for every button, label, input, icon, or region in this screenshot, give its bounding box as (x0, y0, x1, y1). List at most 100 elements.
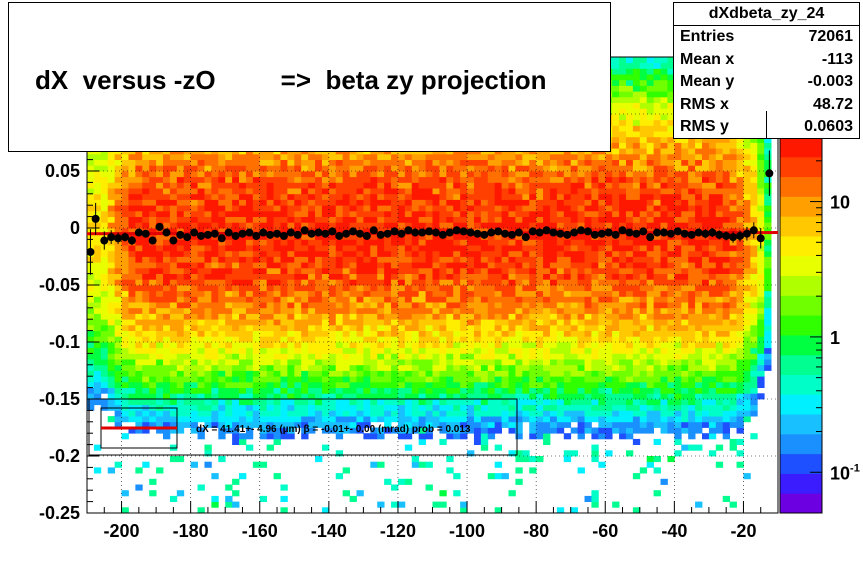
heatmap-cell (349, 313, 357, 320)
heatmap-cell (114, 273, 122, 280)
heatmap-cell (93, 153, 102, 160)
heatmap-cell (218, 342, 226, 349)
heatmap-cell (100, 250, 109, 257)
heatmap-cell (204, 416, 212, 423)
heatmap-cell (529, 416, 537, 423)
heatmap-cell (183, 313, 192, 320)
heatmap-cell (584, 273, 592, 280)
heatmap-cell (515, 210, 523, 217)
heatmap-cell (211, 336, 219, 343)
heatmap-cell (411, 376, 420, 383)
heatmap-cell (121, 216, 129, 223)
heatmap-cell (563, 433, 572, 440)
heatmap-cell (536, 456, 544, 463)
heatmap-cell (349, 376, 357, 383)
heatmap-cell (391, 387, 399, 394)
heatmap-cell (529, 182, 537, 189)
heatmap-cell (446, 342, 454, 349)
heatmap-cell (404, 256, 413, 263)
heatmap-cell (294, 165, 302, 172)
heatmap-cell (259, 393, 268, 400)
heatmap-cell (404, 444, 413, 451)
heatmap-cell (114, 279, 122, 286)
heatmap-cell (183, 307, 192, 314)
heatmap-cell (536, 216, 544, 223)
heatmap-cell (259, 399, 268, 406)
heatmap-cell (543, 182, 551, 189)
heatmap-cell (259, 256, 268, 263)
heatmap-cell (480, 313, 489, 320)
heatmap-cell (418, 302, 426, 309)
heatmap-cell (156, 370, 164, 377)
heatmap-cell (204, 342, 212, 349)
heatmap-cell (287, 433, 295, 440)
heatmap-cell (508, 490, 516, 497)
heatmap-cell (225, 404, 233, 411)
heatmap-cell (183, 353, 192, 360)
heatmap-cell (556, 193, 565, 200)
heatmap-cell (321, 176, 330, 183)
heatmap-cell (121, 273, 129, 280)
heatmap-cell (107, 222, 116, 229)
heatmap-cell (232, 364, 240, 371)
heatmap-cell (563, 153, 572, 160)
heatmap-cell (577, 467, 585, 474)
heatmap-cell (183, 342, 192, 349)
heatmap-cell (549, 342, 558, 349)
heatmap-cell (93, 193, 102, 200)
heatmap-cell (397, 370, 406, 377)
heatmap-cell (370, 410, 378, 417)
heatmap-cell (536, 279, 544, 286)
heatmap-cell (411, 427, 420, 434)
heatmap-cell (135, 319, 143, 326)
heatmap-cell (467, 342, 475, 349)
heatmap-cell (135, 256, 143, 263)
heatmap-cell (515, 250, 523, 257)
heatmap-cell (280, 210, 288, 217)
heatmap-cell (335, 347, 344, 354)
heatmap-cell (577, 171, 585, 178)
heatmap-cell (107, 347, 116, 354)
heatmap-cell (121, 490, 129, 497)
heatmap-cell (218, 182, 226, 189)
heatmap-cell (169, 188, 178, 195)
heatmap-cell (93, 364, 102, 371)
heatmap-cell (239, 285, 247, 292)
heatmap-cell (287, 250, 295, 257)
heatmap-cell (259, 381, 268, 388)
heatmap-cell (183, 393, 192, 400)
heatmap-cell (418, 233, 426, 240)
heatmap-cell (163, 302, 171, 309)
heatmap-cell (384, 165, 392, 172)
heatmap-cell (356, 410, 364, 417)
heatmap-cell (183, 279, 192, 286)
heatmap-cell (211, 404, 219, 411)
heatmap-cell (391, 285, 399, 292)
heatmap-cell (349, 307, 357, 314)
heatmap-cell (418, 193, 426, 200)
heatmap-cell (190, 416, 198, 423)
heatmap-cell (294, 393, 302, 400)
heatmap-cell (287, 399, 295, 406)
heatmap-cell (294, 319, 302, 326)
heatmap-cell (453, 381, 461, 388)
heatmap-cell (335, 416, 344, 423)
heatmap-cell (494, 444, 502, 451)
heatmap-cell (156, 427, 164, 434)
heatmap-cell (232, 313, 240, 320)
heatmap-cell (245, 330, 254, 337)
heatmap-cell (494, 473, 502, 480)
heatmap-cell (342, 313, 350, 320)
heatmap-cell (556, 239, 565, 246)
heatmap-cell (266, 376, 274, 383)
heatmap-cell (294, 387, 302, 394)
heatmap-cell (570, 342, 579, 349)
heatmap-cell (183, 188, 192, 195)
heatmap-cell (176, 222, 185, 229)
heatmap-cell (211, 393, 219, 400)
heatmap-cell (197, 256, 205, 263)
heatmap-cell (384, 273, 392, 280)
heatmap-cell (211, 342, 219, 349)
heatmap-cell (114, 370, 122, 377)
heatmap-cell (570, 222, 579, 229)
